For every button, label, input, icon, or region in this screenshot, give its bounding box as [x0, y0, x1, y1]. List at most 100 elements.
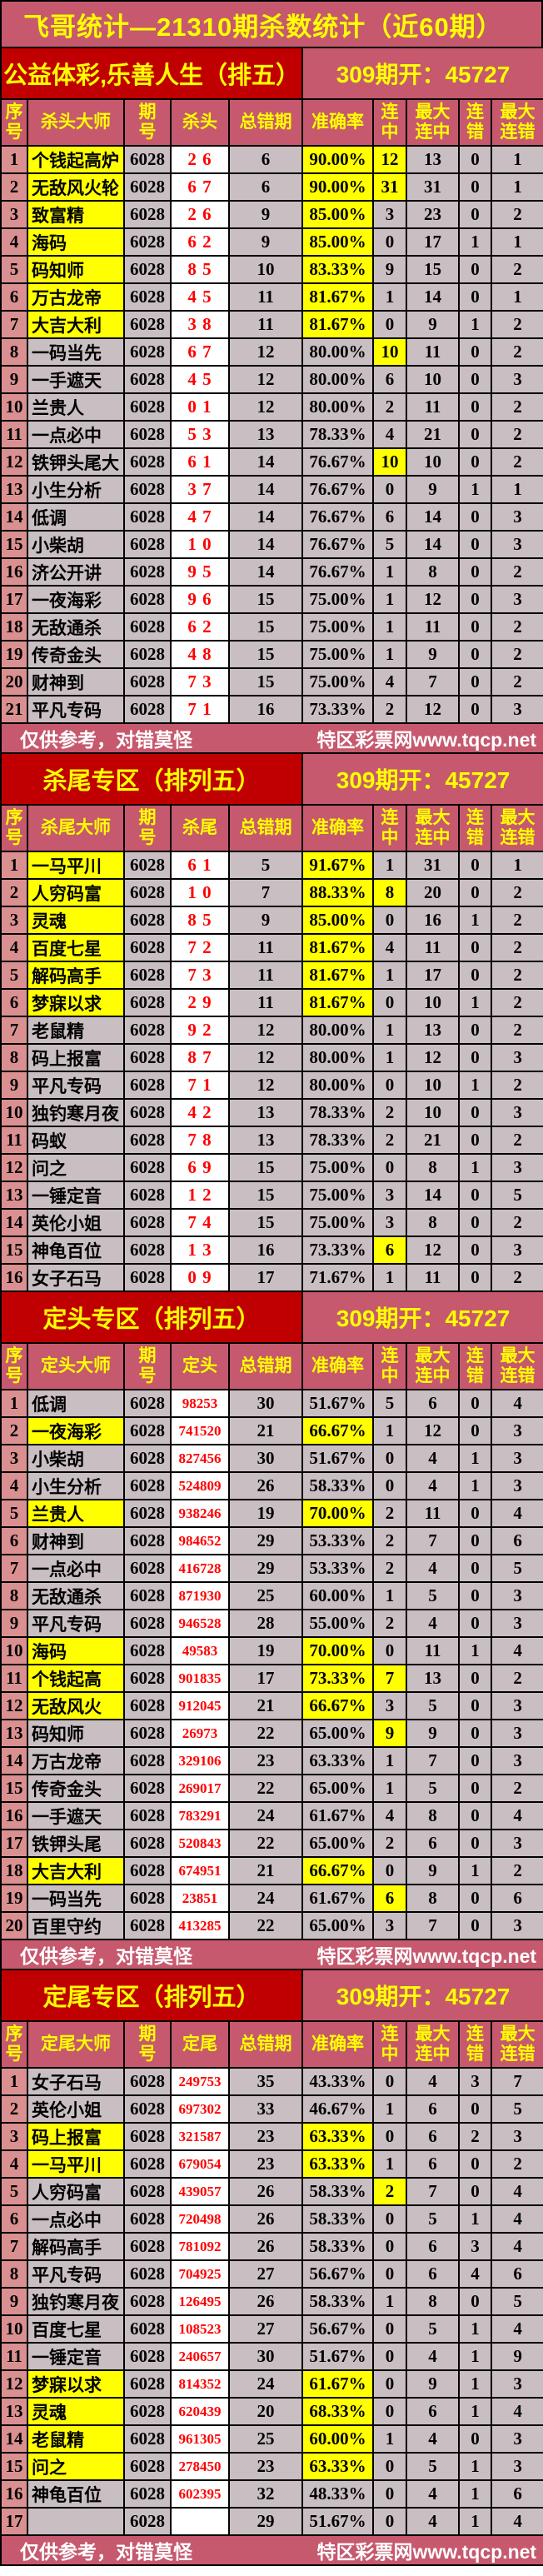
cell-max-streak-hit: 5 — [406, 2204, 461, 2234]
cell-index: 6 — [0, 2204, 28, 2234]
cell-max-streak-hit: 8 — [406, 557, 461, 587]
table-row: 20 财神到 6028 7 3 15 75.00% 4 7 0 2 — [0, 667, 543, 696]
section-header-row: 定尾专区（排列五） 309期开：45727 — [0, 1969, 543, 2022]
cell-max-streak-hit: 6 — [406, 1829, 461, 1858]
cell-streak-hit: 1 — [372, 282, 408, 312]
table-row: 17 铁钾头尾 6028 520843 22 65.00% 2 6 0 3 — [0, 1829, 543, 1858]
cell-pick — [170, 2507, 230, 2536]
cell-streak-miss: 0 — [458, 255, 493, 284]
cell-master: 传奇金头 — [27, 640, 125, 669]
cell-index: 17 — [0, 2507, 28, 2536]
table-row: 5 兰贵人 6028 938246 19 70.00% 2 11 0 4 — [0, 1499, 543, 1528]
cell-master: 一马平川 — [27, 851, 125, 880]
site-link[interactable]: 特区彩票网www.tqcp.net — [316, 729, 537, 751]
cell-master: 一夜海彩 — [27, 585, 125, 614]
cell-max-streak-miss: 4 — [491, 2314, 543, 2344]
cell-issue: 6028 — [123, 1126, 172, 1155]
sections-container: 公益体彩,乐善人生（排五） 309期开：45727 序 号杀头大师期 号杀头 总错期准… — [0, 47, 543, 2566]
cell-streak-miss: 0 — [458, 337, 493, 367]
cell-accuracy: 71.67% — [301, 1263, 375, 1292]
draw-result: 309期开：45727 — [301, 752, 543, 806]
cell-index: 10 — [0, 1636, 28, 1665]
cell-accuracy: 75.00% — [301, 667, 375, 696]
cell-index: 20 — [0, 667, 28, 696]
table-row: 9 独钓寒月夜 6028 126495 26 58.33% 1 8 0 5 — [0, 2287, 543, 2316]
cell-index: 11 — [0, 1664, 28, 1693]
col-header: 序 号 — [0, 804, 28, 852]
cell-master: 人穷码富 — [27, 2177, 125, 2206]
cell-streak-miss: 0 — [458, 2287, 493, 2316]
cell-master: 女子石马 — [27, 1263, 125, 1292]
cell-master: 小柴胡 — [27, 1444, 125, 1473]
cell-accuracy: 51.67% — [301, 2342, 375, 2371]
table-row: 10 百度七星 6028 108523 27 56.67% 0 5 1 4 — [0, 2314, 543, 2344]
cell-issue: 6028 — [123, 2094, 172, 2124]
cell-master: 百度七星 — [27, 933, 125, 962]
col-header: 最大 连错 — [491, 1342, 543, 1390]
cell-accuracy: 90.00% — [301, 172, 375, 202]
cell-streak-hit: 0 — [372, 2369, 408, 2399]
cell-accuracy: 81.67% — [301, 988, 375, 1017]
cell-index: 19 — [0, 640, 28, 669]
cell-master: 解码高手 — [27, 961, 125, 990]
cell-streak-hit: 3 — [372, 1208, 408, 1237]
cell-max-streak-miss: 2 — [491, 557, 543, 587]
cell-max-streak-hit: 14 — [406, 530, 461, 559]
cell-streak-miss: 1 — [458, 310, 493, 339]
cell-index: 8 — [0, 2259, 28, 2289]
cell-max-streak-hit: 5 — [406, 1581, 461, 1610]
table-row: 15 神龟百位 6028 1 3 16 73.33% 6 12 0 3 — [0, 1236, 543, 1265]
table-row: 8 平凡专码 6028 704925 27 56.67% 0 6 4 6 — [0, 2259, 543, 2289]
cell-streak-miss: 1 — [458, 2369, 493, 2399]
cell-accuracy: 78.33% — [301, 1126, 375, 1155]
cell-max-streak-miss: 3 — [491, 1236, 543, 1265]
cell-accuracy: 75.00% — [301, 1208, 375, 1237]
cell-max-streak-miss: 5 — [491, 2287, 543, 2316]
site-link[interactable]: 特区彩票网www.tqcp.net — [316, 2541, 537, 2563]
cell-index: 16 — [0, 1263, 28, 1292]
cell-index: 8 — [0, 1581, 28, 1610]
cell-miss-total: 23 — [227, 1746, 304, 1775]
cell-pick: 6 1 — [170, 851, 230, 880]
cell-miss-total: 13 — [227, 420, 304, 449]
cell-max-streak-miss: 2 — [491, 1016, 543, 1045]
cell-max-streak-miss: 3 — [491, 502, 543, 532]
cell-master: 海码 — [27, 227, 125, 257]
cell-miss-total: 11 — [227, 988, 304, 1017]
cell-max-streak-hit: 12 — [406, 695, 461, 724]
cell-accuracy: 70.00% — [301, 1499, 375, 1528]
cell-max-streak-miss: 3 — [491, 1444, 543, 1473]
cell-streak-hit: 1 — [372, 1043, 408, 1072]
cell-streak-miss: 1 — [458, 1444, 493, 1473]
cell-miss-total: 11 — [227, 961, 304, 990]
table-row: 5 人穷码富 6028 439057 26 58.33% 2 7 0 4 — [0, 2177, 543, 2206]
cell-miss-total: 12 — [227, 1016, 304, 1045]
cell-streak-miss: 1 — [458, 2314, 493, 2344]
cell-issue: 6028 — [123, 145, 172, 174]
cell-streak-hit: 1 — [372, 851, 408, 880]
cell-issue: 6028 — [123, 2204, 172, 2234]
cell-max-streak-miss: 3 — [491, 365, 543, 394]
site-link[interactable]: 特区彩票网www.tqcp.net — [316, 1945, 537, 1967]
cell-streak-hit: 31 — [372, 172, 408, 202]
cell-index: 8 — [0, 1043, 28, 1072]
table-row: 9 平凡专码 6028 7 1 12 80.00% 0 10 1 2 — [0, 1071, 543, 1100]
cell-max-streak-hit: 11 — [406, 1636, 461, 1665]
cell-master: 一码当先 — [27, 1884, 125, 1913]
cell-issue: 6028 — [123, 1829, 172, 1858]
cell-issue: 6028 — [123, 2424, 172, 2454]
cell-streak-miss: 0 — [458, 695, 493, 724]
page-title: 飞哥统计—21310期杀数统计（近60期） — [0, 0, 543, 48]
cell-streak-miss: 0 — [458, 1098, 493, 1127]
cell-miss-total: 22 — [227, 1829, 304, 1858]
cell-max-streak-miss: 1 — [491, 282, 543, 312]
cell-miss-total: 21 — [227, 1691, 304, 1720]
cell-issue: 6028 — [123, 337, 172, 367]
cell-streak-hit: 0 — [372, 2122, 408, 2151]
col-header: 总错期 — [227, 2020, 304, 2069]
cell-max-streak-miss: 3 — [491, 1829, 543, 1858]
cell-accuracy: 81.67% — [301, 282, 375, 312]
table-row: 14 英伦小姐 6028 7 4 15 75.00% 3 8 0 2 — [0, 1208, 543, 1237]
cell-max-streak-hit: 7 — [406, 1526, 461, 1555]
cell-streak-miss: 1 — [458, 906, 493, 935]
